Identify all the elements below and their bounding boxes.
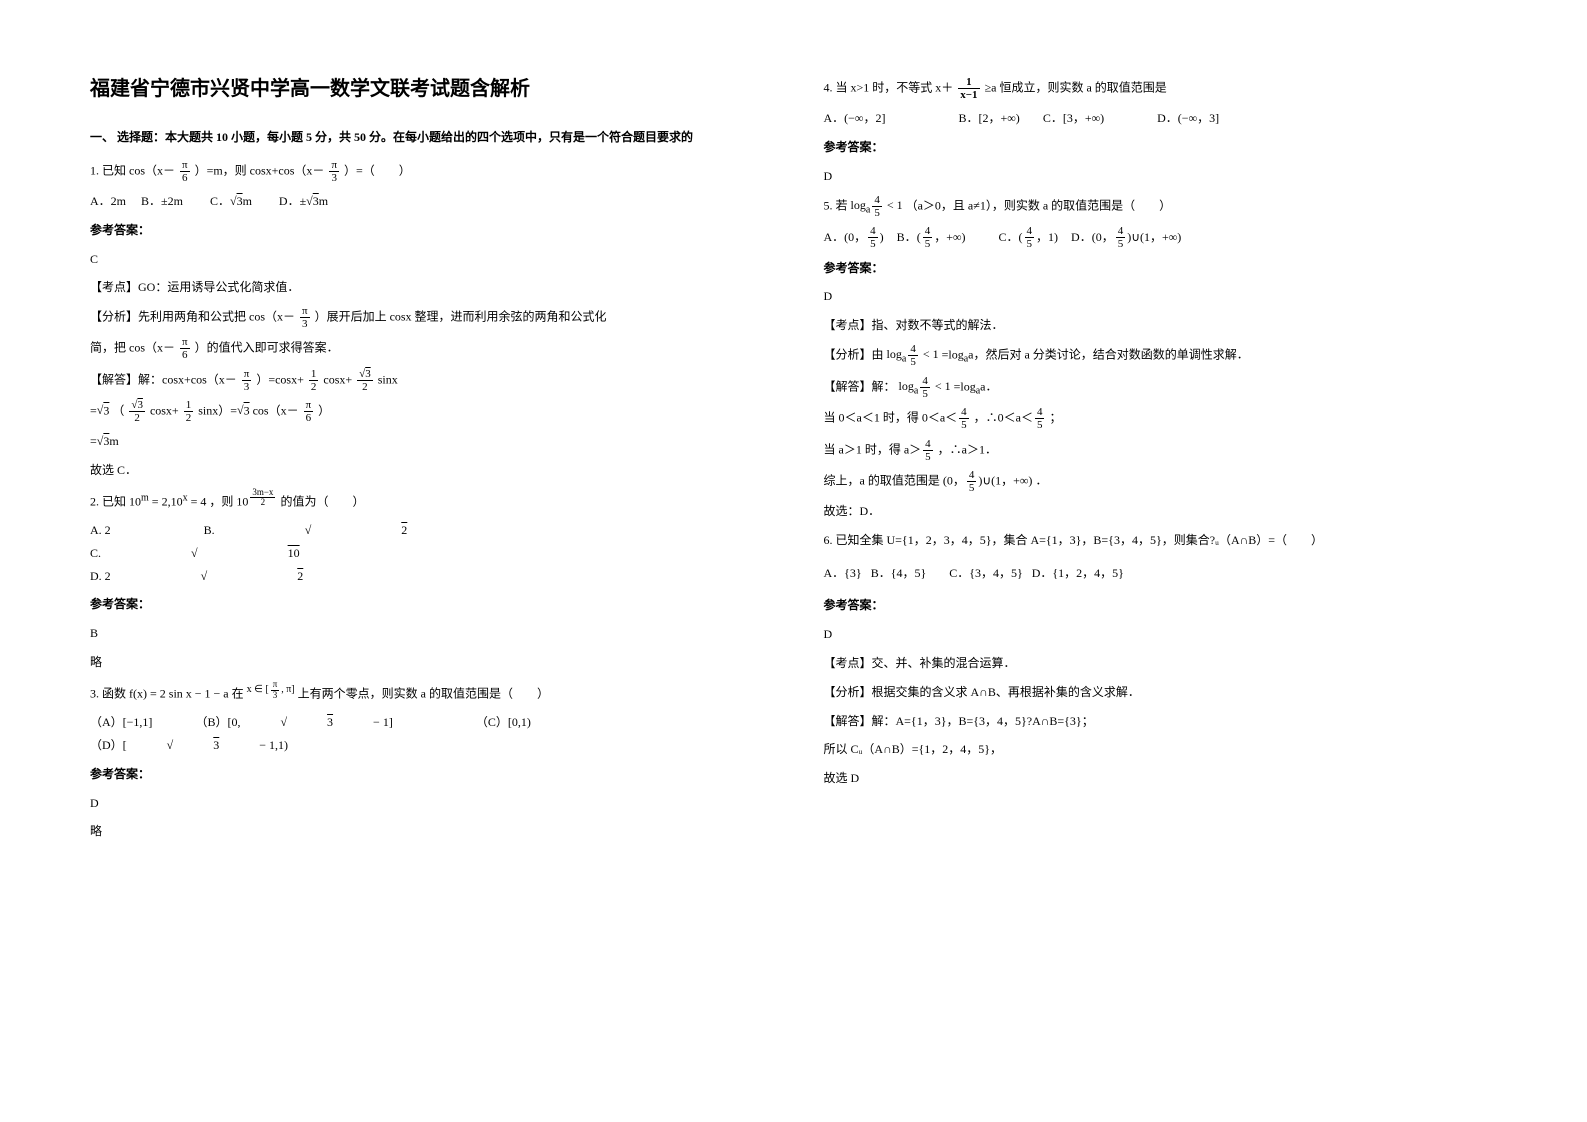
omit: 略 [90,820,744,843]
q5-jd-5: 故选：D． [824,500,1478,523]
q6-kd: 【考点】交、并、补集的混合运算． [824,652,1478,675]
pi-over-6: π6 [180,336,190,361]
q1-stem-b: ）=m，则 cosx+cos（x－ [195,163,325,177]
q1-fx-2: 简，把 cos（x－ π6 ）的值代入即可求得答案． [90,336,744,361]
q5-optA: A．(0，45) [824,230,884,244]
sqrt3-over-2: 32 [129,399,145,424]
q4-optA: A．(−∞，2] [824,107,886,130]
q1-optC: C．3m [210,194,255,208]
q5-jd-3: 当 a＞1 时，得 a＞45 ，∴a＞1． [824,438,1478,463]
q4-stem: 4. 当 x>1 时，不等式 x＋ 1x−1 ≥a 恒成立，则实数 a 的取值范… [824,76,1478,101]
q5-jd-4: 综上，a 的取值范围是 (0，45)∪(1，+∞) ． [824,469,1478,494]
q6-jd3: 故选 D [824,767,1478,790]
q2-ans: B [90,622,744,645]
q1-options: A．2m B．±2m C．3m D．±3m [90,190,744,213]
q4-optD: D．(−∞，3] [1157,107,1219,130]
half: 12 [309,368,319,393]
q6-optA: A．{3} [824,562,862,585]
q4-optC: C．[3，+∞) [1043,107,1104,130]
q1-fx-1: 【分析】先利用两角和公式把 cos（x－ π3 ）展开后加上 cosx 整理，进… [90,305,744,330]
ref-label: 参考答案： [90,219,744,242]
q5-fx: 【分析】由 loga45 < 1 =logaa，然后对 a 分类讨论，结合对数函… [824,343,1478,369]
q3-optA: （A）[−1,1] [90,711,152,734]
q6-jd2: 所以 Cᵤ（A∩B）={1，2，4，5}， [824,738,1478,761]
log-expr: loga45 < 1 [851,198,903,212]
q2-options: A. 2 B. 2 C. 10 D. 22 [90,519,744,587]
q3-ans: D [90,792,744,815]
q1-optA: A．2m [90,194,126,208]
q4-optB: B．[2，+∞) [958,107,1019,130]
q6-options: A．{3} B．{4，5} C．{3，4，5} D．{1，2，4，5} [824,562,1478,585]
sqrt3-over-2: 32 [357,368,373,393]
q1-optD: D．±3m [279,194,328,208]
pi-over-6: π6 [180,159,190,184]
q5-stem: 5. 若 loga45 < 1 （a＞0，且 a≠1），则实数 a 的取值范围是… [824,194,1478,220]
ref-label: 参考答案： [90,593,744,616]
q1-jd-4: 故选 C． [90,459,744,482]
q5-optC: C．(45，1) [999,230,1059,244]
q6-optC: C．{3，4，5} [949,562,1023,585]
q6-fx: 【分析】根据交集的含义求 A∩B、再根据补集的含义求解． [824,681,1478,704]
q5-options: A．(0，45) B．(45，+∞) C．(45，1) D．(0，45)∪(1，… [824,225,1478,250]
log-expr: loga45 < 1 [887,347,939,361]
q5-kd: 【考点】指、对数不等式的解法． [824,314,1478,337]
pi-over-3: π3 [300,305,310,330]
ref-label: 参考答案： [824,136,1478,159]
q2-optA: A. 2 [90,519,111,542]
page-title: 福建省宁德市兴贤中学高一数学文联考试题含解析 [90,70,744,108]
section-header: 一、 选择题：本大题共 10 小题，每小题 5 分，共 50 分。在每小题给出的… [90,126,744,149]
q6-optB: B．{4，5} [871,562,927,585]
left-column: 福建省宁德市兴贤中学高一数学文联考试题含解析 一、 选择题：本大题共 10 小题… [0,0,794,1122]
q3-optB: （B）[0,3 − 1] [195,711,432,734]
q1-ans: C [90,248,744,271]
q6-ans: D [824,623,1478,646]
q1-stem-a: 1. 已知 cos（x－ [90,163,175,177]
q5-jd-1: 【解答】解： loga45 < 1 =logaa． [824,375,1478,401]
ref-label: 参考答案： [90,763,744,786]
q1-kd: 【考点】GO：运用诱导公式化简求值． [90,276,744,299]
pi-over-3: π3 [242,368,252,393]
q5-jd-2: 当 0＜a＜1 时，得 0＜a＜45 ，∴0＜a＜45 ； [824,406,1478,431]
q2-optB: B. 2 [204,519,498,542]
q4-ans: D [824,165,1478,188]
q6-jd1: 【解答】解：A={1，3}，B={3，4，5}?A∩B={3}； [824,710,1478,733]
omit: 略 [90,651,744,674]
log-expr: loga45 < 1 [899,379,951,393]
q1-optB: B．±2m [141,194,183,208]
q1-jd-2: =3 （ 32 cosx+ 12 sinx）=3 cos（x－ π6 ） [90,399,744,424]
q4-options: A．(−∞，2] B．[2，+∞) C．[3，+∞) D．(−∞，3] [824,107,1478,130]
q3-stem: 3. 函数 f(x) = 2 sin x − 1 − a 在 x ∈ [π3, … [90,680,744,705]
q1-jd-3: =3m [90,430,744,453]
q6-optD: D．{1，2，4，5} [1032,562,1124,585]
ref-label: 参考答案： [824,594,1478,617]
right-column: 4. 当 x>1 时，不等式 x＋ 1x−1 ≥a 恒成立，则实数 a 的取值范… [794,0,1587,1122]
q1-stem: 1. 已知 cos（x－ π6 ）=m，则 cosx+cos（x－ π3 ）=（… [90,159,744,184]
q5-optB: B．(45，+∞) [897,230,966,244]
q6-stem: 6. 已知全集 U={1，2，3，4，5}，集合 A={1，3}，B={3，4，… [824,529,1478,552]
half: 12 [184,399,194,424]
pi-over-3: π3 [329,159,339,184]
ref-label: 参考答案： [824,257,1478,280]
q2-optC: C. 10 [90,542,390,565]
q2-optD: D. 22 [90,565,393,588]
q1-stem-c: ）=（ ） [344,163,411,177]
q5-optD: D．(0，45)∪(1，+∞) [1071,230,1181,244]
pi-over-6: π6 [304,399,314,424]
q1-jd-1: 【解答】解：cosx+cos（x－ π3 ）=cosx+ 12 cosx+ 32… [90,368,744,393]
frac-1-over-x-1: 1x−1 [958,76,979,101]
q3-options: （A）[−1,1] （B）[0,3 − 1] （C）[0,1) （D）[3 − … [90,711,744,757]
q3-optD: （D）[3 − 1,1) [90,734,328,757]
q5-ans: D [824,285,1478,308]
q2-stem: 2. 已知 10m = 2,10x = 4 ，则 103m−x2 的值为（ ） [90,488,744,513]
q3-optC: （C）[0,1) [476,711,531,734]
